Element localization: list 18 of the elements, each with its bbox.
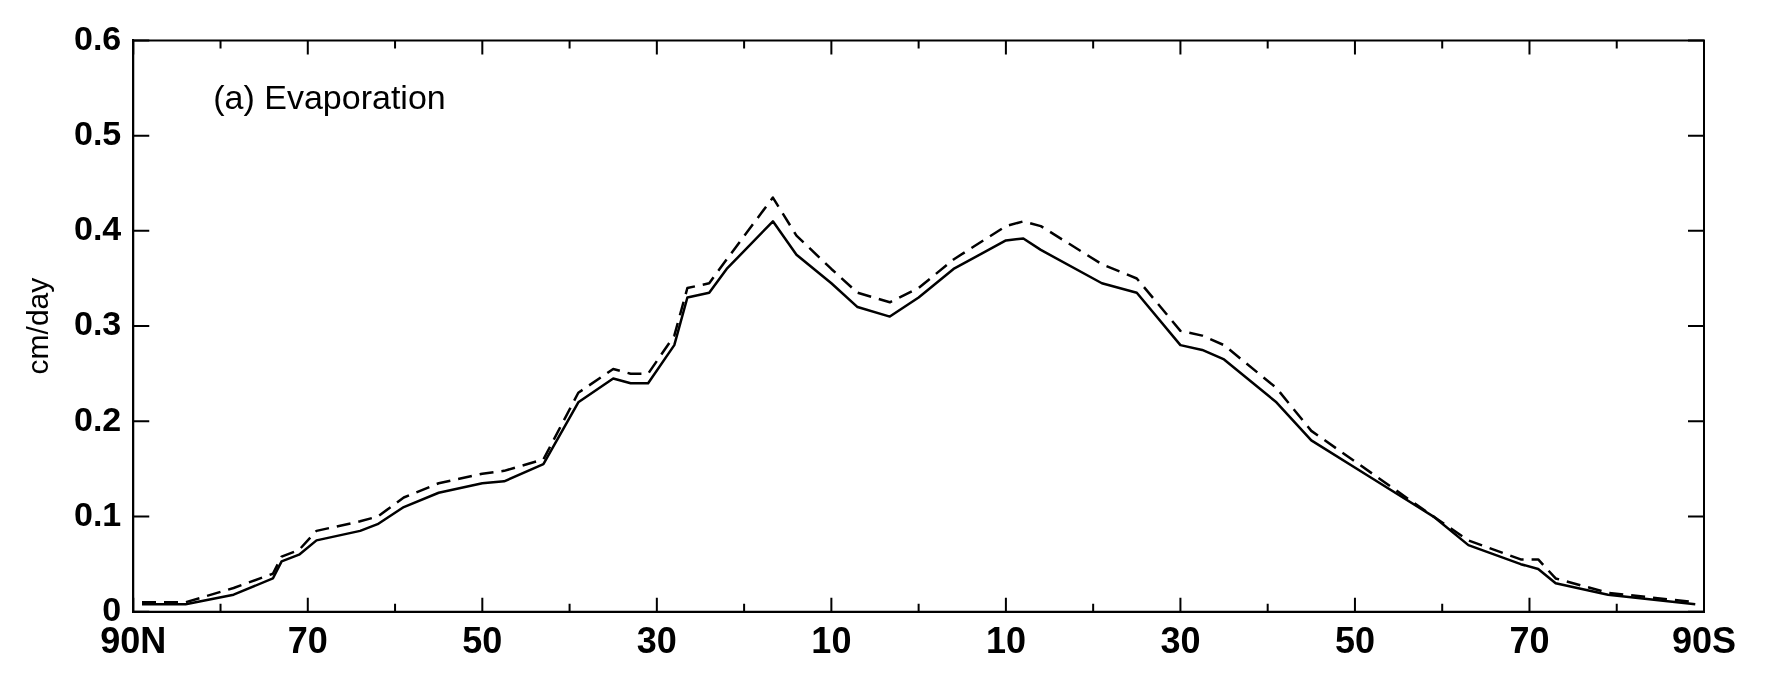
y-tick-label: 0.5 [74, 114, 122, 153]
annotation: (a) Evaporation [213, 77, 446, 116]
y-tick-label: 0.4 [74, 209, 122, 248]
x-tick-label: 10 [985, 620, 1026, 662]
y-axis-title: cm/day [21, 277, 55, 375]
y-tick-label: 0.3 [74, 304, 122, 343]
x-tick-label: 70 [1509, 620, 1550, 662]
x-tick-label: 30 [1160, 620, 1201, 662]
y-tick-label: 0.1 [74, 494, 122, 533]
x-tick-label: 70 [287, 620, 328, 662]
x-tick-label: 50 [462, 620, 503, 662]
x-tick-label: 90N [100, 620, 167, 662]
y-tick-label: 0.6 [74, 18, 122, 57]
y-tick-label: 0.2 [74, 399, 122, 438]
x-tick-label: 10 [811, 620, 852, 662]
x-tick-label: 90S [1671, 620, 1737, 662]
x-tick-label: 50 [1334, 620, 1375, 662]
x-tick-label: 30 [636, 620, 677, 662]
